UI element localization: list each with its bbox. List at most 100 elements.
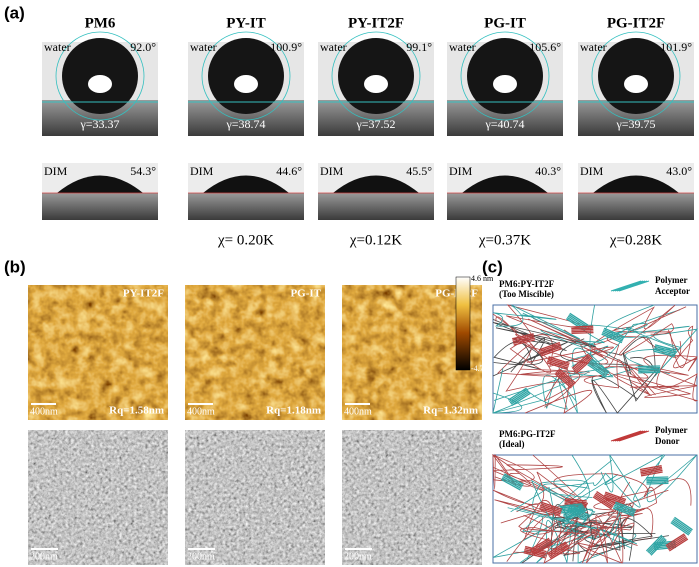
polymer-rod bbox=[548, 357, 570, 366]
polymer-chain bbox=[567, 502, 634, 564]
polymer-rod bbox=[638, 366, 661, 369]
legend-rod bbox=[618, 430, 650, 442]
polymer-rod bbox=[638, 365, 661, 368]
polymer-rod bbox=[571, 330, 594, 333]
polymer-rod bbox=[574, 356, 593, 373]
dim-label: DIM bbox=[580, 164, 604, 178]
polymer-rod bbox=[647, 535, 664, 553]
polymer-rod bbox=[559, 503, 582, 508]
polymer-rod bbox=[604, 492, 626, 502]
tem-image bbox=[28, 430, 168, 565]
afm-sample: PY-IT2F bbox=[123, 288, 164, 300]
surface-tension: γ=39.75 bbox=[615, 117, 655, 131]
polymer-rod bbox=[646, 482, 669, 485]
dim-angle: 45.5° bbox=[406, 164, 432, 178]
drop-highlight bbox=[88, 75, 112, 93]
polymer-rod bbox=[640, 469, 663, 475]
polymer-chain bbox=[591, 353, 660, 414]
polymer-rod bbox=[503, 474, 524, 487]
polymer-chain bbox=[493, 304, 580, 340]
polymer-rod bbox=[595, 492, 615, 506]
drop-highlight bbox=[234, 75, 258, 93]
polymer-rod bbox=[671, 520, 691, 535]
substrate bbox=[318, 193, 434, 220]
polymer-chain bbox=[570, 347, 649, 389]
polymer-rod bbox=[672, 519, 692, 534]
polymer-rod bbox=[571, 328, 594, 331]
polymer-rod bbox=[556, 370, 574, 387]
polymer-rod bbox=[653, 348, 676, 356]
polymer-chain bbox=[614, 325, 698, 369]
polymer-rod bbox=[571, 353, 590, 369]
polymer-rod bbox=[557, 369, 575, 385]
sample-title: PY-IT bbox=[226, 15, 265, 31]
legend-text: Polymer bbox=[655, 275, 687, 285]
chi-value: χ=0.28K bbox=[609, 232, 662, 248]
polymer-rod bbox=[546, 541, 567, 555]
chi-value: χ=0.37K bbox=[478, 232, 531, 248]
dim-label: DIM bbox=[44, 164, 68, 178]
polymer-rod bbox=[513, 339, 536, 346]
polymer-rod bbox=[560, 506, 583, 511]
polymer-rod bbox=[560, 509, 583, 514]
polymer-rod bbox=[546, 362, 568, 371]
polymer-rod bbox=[668, 537, 688, 551]
polymer-rod bbox=[559, 504, 582, 509]
polymer-rod bbox=[547, 359, 569, 368]
polymer-rod bbox=[567, 508, 588, 521]
legend-rod bbox=[618, 280, 650, 292]
polymer-rod bbox=[645, 534, 663, 552]
polymer-rod bbox=[603, 494, 626, 504]
afm-image bbox=[185, 285, 325, 420]
polymer-rod bbox=[615, 501, 637, 511]
polymer-rod bbox=[589, 361, 608, 376]
surface-tension: γ=33.37 bbox=[79, 117, 119, 131]
blend-title: PM6:PG-IT2F bbox=[499, 429, 556, 439]
tem-image bbox=[185, 430, 325, 565]
legend-rod bbox=[614, 280, 646, 292]
polymer-rod bbox=[564, 499, 587, 504]
afm-image bbox=[28, 285, 168, 420]
polymer-chain bbox=[630, 329, 698, 388]
polymer-rod bbox=[670, 522, 690, 536]
polymer-rod bbox=[639, 465, 662, 471]
substrate bbox=[447, 193, 563, 220]
water-label: water bbox=[190, 40, 217, 54]
fit-circle bbox=[591, 31, 681, 121]
polymer-rod bbox=[539, 504, 562, 514]
polymer-rod bbox=[558, 368, 577, 384]
dim-drop bbox=[57, 175, 143, 193]
surface-tension: γ=38.74 bbox=[225, 117, 265, 131]
water-label: water bbox=[580, 40, 607, 54]
polymer-rod bbox=[654, 347, 676, 355]
polymer-rod bbox=[666, 534, 686, 548]
polymer-rod bbox=[547, 360, 569, 369]
polymer-rod bbox=[554, 373, 572, 389]
legend-rod bbox=[612, 280, 644, 292]
polymer-rod bbox=[540, 346, 562, 356]
polymer-rod bbox=[508, 388, 528, 403]
dim-angle: 44.6° bbox=[276, 164, 302, 178]
sample-title: PG-IT2F bbox=[607, 15, 665, 31]
chi-value: χ=0.12K bbox=[349, 232, 402, 248]
legend-rod bbox=[616, 280, 648, 292]
polymer-rod bbox=[612, 507, 634, 517]
polymer-rod bbox=[668, 538, 689, 552]
afm-sample: PG-IT bbox=[290, 288, 321, 300]
polymer-rod bbox=[613, 505, 635, 516]
polymer-rod bbox=[532, 541, 552, 555]
dim-drop bbox=[593, 175, 679, 193]
polymer-rod bbox=[550, 546, 570, 560]
water-angle: 101.9° bbox=[660, 40, 692, 54]
polymer-rod bbox=[548, 544, 568, 557]
polymer-rod bbox=[541, 501, 563, 510]
polymer-chain bbox=[492, 508, 593, 564]
polymer-rod bbox=[614, 502, 636, 513]
dim-label: DIM bbox=[449, 164, 473, 178]
roughness: Rq=1.18nm bbox=[266, 405, 321, 417]
chains bbox=[491, 453, 698, 564]
water-label: water bbox=[449, 40, 476, 54]
polymer-rod bbox=[640, 471, 663, 477]
tem-image bbox=[342, 430, 482, 565]
fit-circle bbox=[55, 31, 145, 121]
